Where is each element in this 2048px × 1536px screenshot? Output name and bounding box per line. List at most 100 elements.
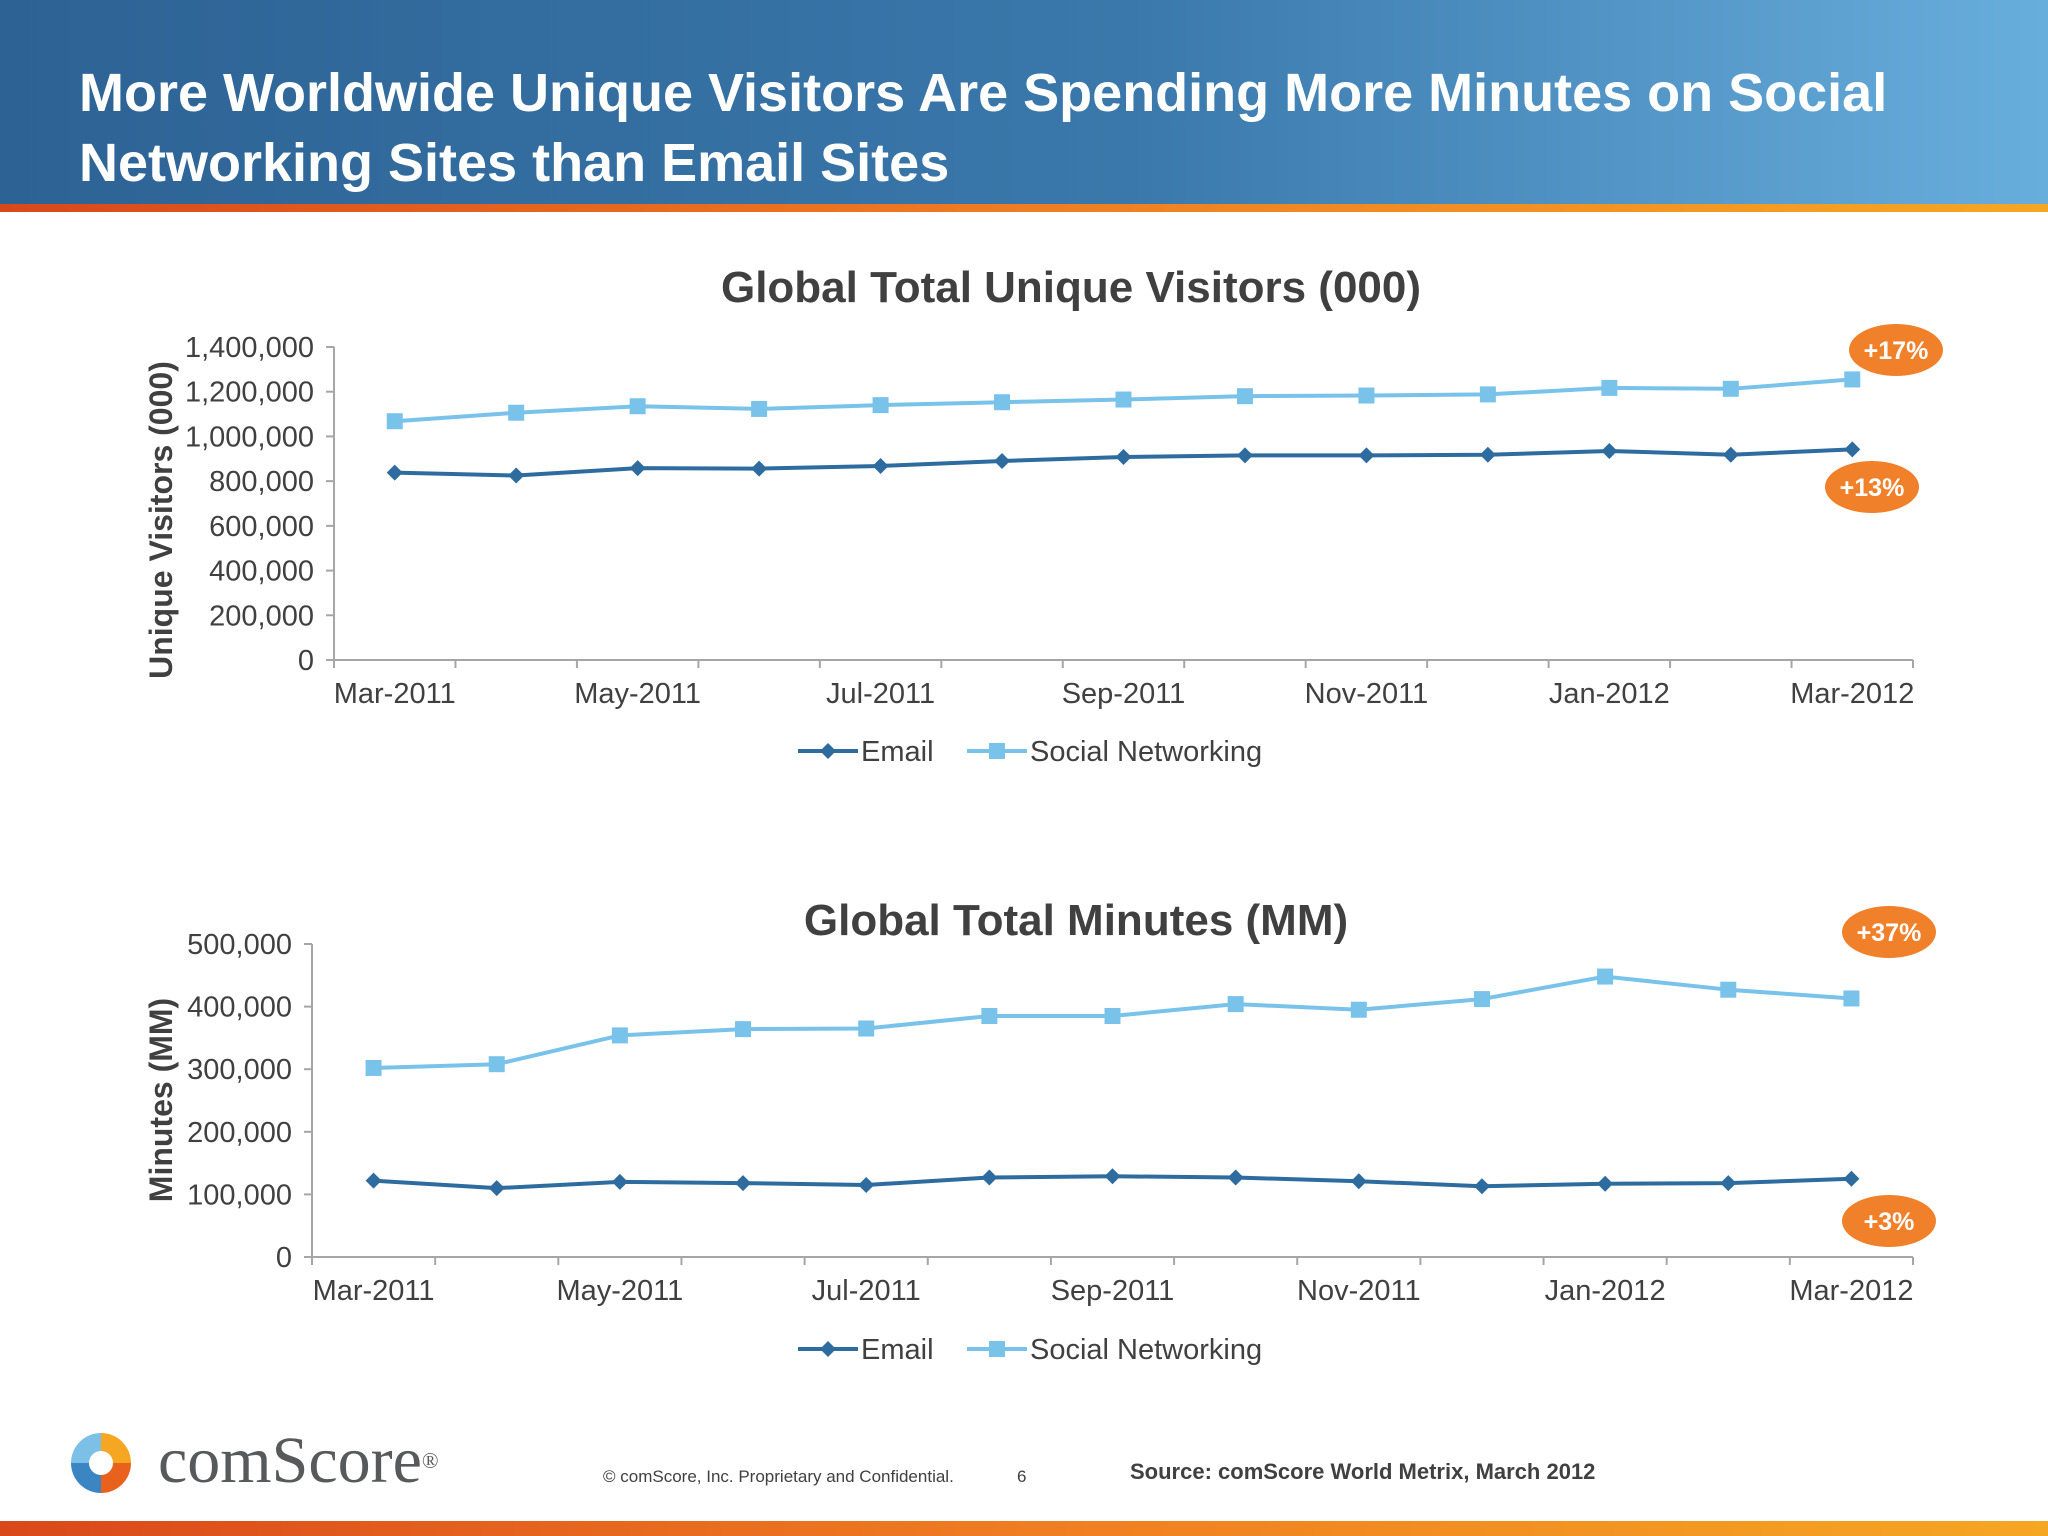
x-tick-label: Sep-2011 [1062, 678, 1186, 710]
confidential-notice: © comScore, Inc. Proprietary and Confide… [603, 1467, 954, 1486]
data-point-email [1350, 1173, 1367, 1190]
x-tick-label: Jan-2012 [1549, 678, 1670, 710]
data-point-social-networking [981, 1007, 998, 1024]
y-axis-label: Minutes (MM) [143, 998, 179, 1202]
x-tick-label: Sep-2011 [1051, 1275, 1175, 1307]
page-number: 6 [1017, 1467, 1027, 1486]
comscore-wordmark: comScore® [158, 1426, 439, 1496]
data-point-social-networking [872, 397, 889, 414]
x-tick-label: Jul-2011 [812, 1275, 921, 1307]
x-tick-label: Jul-2011 [826, 678, 935, 710]
x-tick-label: Mar-2012 [1790, 678, 1914, 710]
x-tick-label: May-2011 [574, 678, 701, 710]
x-tick-label: Nov-2011 [1305, 678, 1429, 710]
data-point-social-networking [1597, 968, 1614, 985]
data-point-email [1601, 442, 1618, 459]
total-minutes-chart: Global Total Minutes (MM) Minutes (MM) 0 10… [143, 896, 1936, 1366]
data-point-social-networking [1115, 391, 1132, 408]
y-tick-label: 1,200,000 [185, 377, 314, 409]
data-point-email [1227, 1169, 1244, 1186]
legend-label-email: Email [861, 1334, 934, 1366]
brand-registered-mark: ® [421, 1448, 439, 1473]
data-point-email [1720, 1175, 1737, 1192]
data-point-email [1358, 447, 1375, 464]
y-tick-label: 1,000,000 [185, 421, 314, 453]
data-point-email [1115, 448, 1132, 465]
growth-badge-label: +17% [1864, 337, 1929, 365]
data-point-email [1473, 1178, 1490, 1195]
y-tick-label: 300,000 [187, 1054, 292, 1086]
y-tick-label: 500,000 [187, 929, 292, 961]
legend-label-social-networking: Social Networking [1030, 1334, 1262, 1366]
brand-name: comScore [158, 1424, 422, 1497]
data-point-email [1844, 441, 1861, 458]
chart-title: Global Total Minutes (MM) [804, 896, 1348, 945]
y-tick-label: 1,400,000 [185, 332, 314, 364]
data-point-email [1597, 1175, 1614, 1192]
title-banner-stripe [0, 204, 2048, 212]
data-point-email [751, 460, 768, 477]
y-tick-label: 100,000 [187, 1179, 292, 1211]
x-tick-label: Mar-2012 [1789, 1275, 1913, 1307]
data-point-email [488, 1180, 505, 1197]
footer-stripe [0, 1521, 2048, 1536]
data-point-social-networking [1227, 996, 1244, 1013]
data-point-email [1104, 1168, 1121, 1185]
y-tick-label: 0 [276, 1242, 292, 1274]
chart-title: Global Total Unique Visitors (000) [721, 263, 1421, 312]
data-point-social-networking [1236, 388, 1253, 405]
growth-badge [1842, 906, 1936, 958]
y-tick-label: 600,000 [209, 511, 314, 543]
y-tick-label: 400,000 [187, 992, 292, 1024]
data-point-email [1236, 447, 1253, 464]
data-point-social-networking [1350, 1001, 1367, 1018]
data-point-email [1843, 1170, 1860, 1187]
x-tick-label: Mar-2011 [334, 678, 456, 710]
data-point-email [872, 457, 889, 474]
y-tick-label: 200,000 [187, 1117, 292, 1149]
data-point-social-networking [1473, 991, 1490, 1008]
growth-badge-label: +3% [1864, 1208, 1915, 1236]
y-tick-label: 400,000 [209, 556, 314, 588]
y-axis-label: Unique Visitors (000) [143, 361, 179, 679]
x-tick-label: Mar-2011 [313, 1275, 435, 1307]
data-point-social-networking [1358, 387, 1375, 404]
legend-marker-social-networking [989, 1341, 1005, 1357]
data-point-social-networking [1104, 1007, 1121, 1024]
data-point-email [365, 1172, 382, 1189]
data-point-social-networking [1720, 981, 1737, 998]
legend-label-social-networking: Social Networking [1030, 736, 1262, 768]
data-point-email [629, 460, 646, 477]
page-title: More Worldwide Unique Visitors Are Spend… [79, 63, 1888, 193]
data-point-social-networking [611, 1027, 628, 1044]
data-point-social-networking [1722, 380, 1739, 397]
data-point-social-networking [858, 1020, 875, 1037]
y-tick-label: 800,000 [209, 466, 314, 498]
growth-badge-label: +13% [1840, 474, 1905, 502]
growth-badge [1842, 1195, 1936, 1247]
x-tick-label: Jan-2012 [1545, 1275, 1666, 1307]
unique-visitors-chart: Global Total Unique Visitors (000) Unique… [143, 263, 1943, 768]
growth-badge-label: +37% [1857, 919, 1922, 947]
data-point-email [508, 467, 525, 484]
data-point-social-networking [751, 400, 768, 417]
data-point-social-networking [1601, 379, 1618, 396]
data-point-social-networking [488, 1056, 505, 1073]
data-point-email [1722, 446, 1739, 463]
y-tick-label: 200,000 [209, 600, 314, 632]
data-point-social-networking [735, 1021, 752, 1038]
data-point-social-networking [1844, 371, 1861, 388]
x-tick-label: May-2011 [556, 1275, 683, 1307]
data-point-email [611, 1173, 628, 1190]
growth-badge [1849, 324, 1943, 376]
title-banner [0, 0, 2048, 204]
data-point-email [858, 1177, 875, 1194]
data-point-email [735, 1175, 752, 1192]
legend-marker-email [820, 743, 836, 759]
legend-label-email: Email [861, 736, 934, 768]
data-point-social-networking [1479, 386, 1496, 403]
data-point-social-networking [386, 413, 403, 430]
data-point-social-networking [1843, 990, 1860, 1007]
data-point-email [1479, 446, 1496, 463]
data-point-email [994, 453, 1011, 470]
